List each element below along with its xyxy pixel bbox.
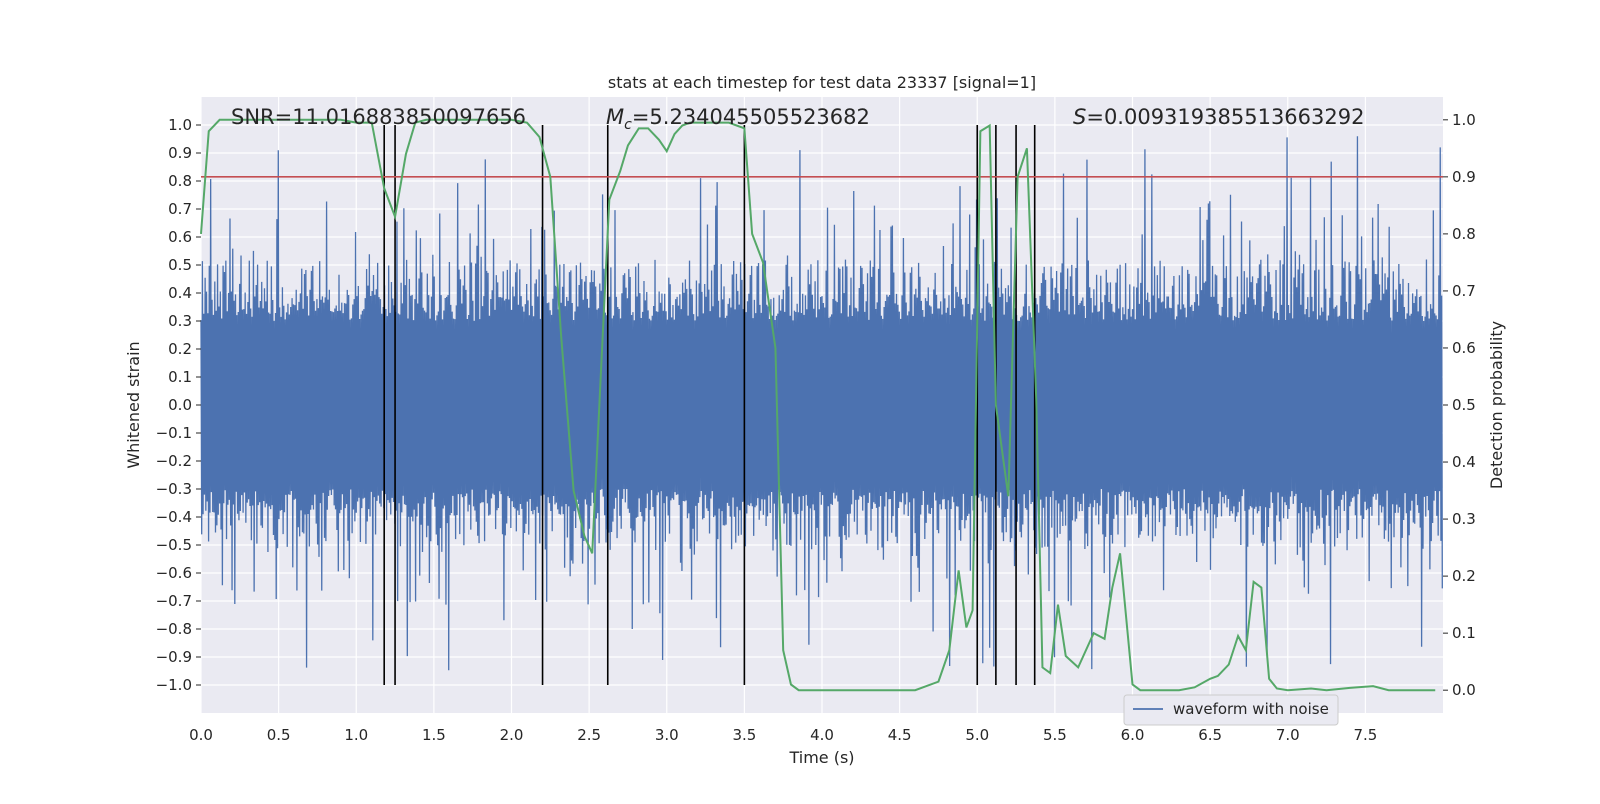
y-axis-label: Whitened strain: [124, 341, 143, 468]
y-tick-label: 0.1: [168, 368, 192, 386]
x-tick-label: 2.5: [577, 726, 601, 744]
y2-tick-label: 0.9: [1452, 168, 1476, 186]
x-tick-label: 5.0: [965, 726, 989, 744]
y-tick-label: 0.2: [168, 340, 192, 358]
y-tick-label: 0.0: [168, 396, 192, 414]
x-tick-label: 5.5: [1043, 726, 1067, 744]
chirp-mass-value: =5.234045505523682: [632, 105, 870, 129]
probability-layer: [200, 118, 1436, 692]
y2-tick-label: 0.2: [1452, 567, 1476, 585]
y-tick-label: −0.8: [156, 620, 192, 638]
y2-tick-label: 0.5: [1452, 396, 1476, 414]
s-symbol: S: [1073, 105, 1086, 129]
s-annotation: S=0.009319385513663292: [1073, 105, 1364, 129]
y-tick-label: −0.1: [156, 424, 192, 442]
y-tick-label: −0.6: [156, 564, 192, 582]
x-tick-label: 3.5: [732, 726, 756, 744]
chart-title: stats at each timestep for test data 233…: [608, 73, 1036, 92]
x-tick-label: 6.5: [1198, 726, 1222, 744]
x-tick-label: 4.5: [888, 726, 912, 744]
y2-tick-label: 0.6: [1452, 339, 1476, 357]
y-tick-label: −0.3: [156, 480, 192, 498]
waveform-with-noise-line: [200, 136, 1443, 671]
x-tick-label: 6.0: [1121, 726, 1145, 744]
s-value: =0.009319385513663292: [1086, 105, 1364, 129]
chirp-mass-symbol: M: [606, 105, 624, 129]
y-tick-label: −0.2: [156, 452, 192, 470]
y-tick-label: 1.0: [168, 116, 192, 134]
y-tick-label: −1.0: [156, 676, 192, 694]
y-tick-label: −0.9: [156, 648, 192, 666]
x-tick-label: 1.0: [344, 726, 368, 744]
legend-box: [1123, 694, 1339, 726]
tick-layer: 0.0 0.5 1.0 1.5 2.0 2.5 3.0 3.5 4.0 4.5 5.0 5.5 6.0 6…: [156, 111, 1476, 744]
y2-tick-label: 0.7: [1452, 282, 1476, 300]
chirp-mass-subscript: c: [624, 117, 632, 133]
x-tick-label: 7.5: [1353, 726, 1377, 744]
x-tick-label: 4.0: [810, 726, 834, 744]
y2-tick-label: 0.1: [1452, 624, 1476, 642]
y-tick-label: 0.9: [168, 144, 192, 162]
y-tick-label: −0.5: [156, 536, 192, 554]
x-tick-label: 2.0: [500, 726, 524, 744]
y-tick-label: 0.6: [168, 228, 192, 246]
y2-tick-label: 0.3: [1452, 510, 1476, 528]
x-tick-label: 0.0: [189, 726, 213, 744]
y-tick-label: 0.4: [168, 284, 192, 302]
y-tick-label: −0.7: [156, 592, 192, 610]
y-tick-label: 0.7: [168, 200, 192, 218]
y2-axis-label: Detection probability: [1487, 321, 1506, 489]
x-tick-label: 1.5: [422, 726, 446, 744]
y-tick-label: 0.3: [168, 312, 192, 330]
y2-tick-label: 0.0: [1452, 681, 1476, 699]
y-tick-label: −0.4: [156, 508, 192, 526]
y-tick-label: 0.5: [168, 256, 192, 274]
x-tick-label: 7.0: [1276, 726, 1300, 744]
y-tick-label: 0.8: [168, 172, 192, 190]
x-tick-label: 3.0: [655, 726, 679, 744]
y2-tick-label: 0.4: [1452, 453, 1476, 471]
legend: waveform with noise: [1123, 694, 1339, 726]
y2-tick-label: 1.0: [1452, 111, 1476, 129]
snr-annotation: SNR=11.016883850097656: [231, 105, 526, 129]
x-axis-label: Time (s): [788, 748, 854, 767]
legend-waveform-label: waveform with noise: [1173, 700, 1329, 718]
waveform-layer: [200, 136, 1443, 671]
y2-tick-label: 0.8: [1452, 225, 1476, 243]
detection-probability-line: [200, 118, 1436, 692]
chirp-mass-annotation: Mc=5.234045505523682: [606, 105, 870, 133]
x-tick-label: 0.5: [267, 726, 291, 744]
